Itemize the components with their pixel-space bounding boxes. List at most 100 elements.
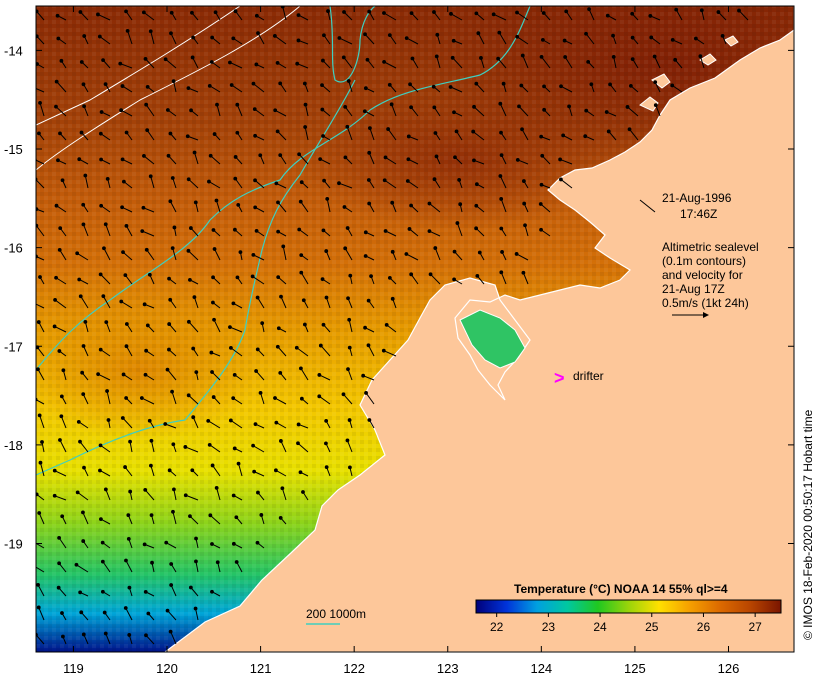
velocity-arrow-head [188,514,192,519]
velocity-arrow [387,128,397,141]
velocity-arrow-head [118,61,123,66]
velocity-arrow [655,104,661,117]
velocity-arrow-head [253,205,258,210]
velocity-arrow-head [302,81,307,86]
velocity-arrow-head [36,34,39,39]
velocity-arrow-head [361,373,366,378]
velocity-arrow [55,106,67,117]
velocity-arrow [497,58,507,69]
velocity-arrow [238,463,243,477]
velocity-arrow-head [474,203,479,208]
velocity-arrow-head [653,103,658,108]
velocity-arrow-head [97,34,102,39]
lon-tick-label: 119 [63,661,84,676]
velocity-arrow [252,445,265,453]
velocity-arrow-head [60,178,65,183]
velocity-arrow-head [515,158,520,162]
velocity-arrow-head [432,10,436,14]
velocity-arrow [410,274,419,285]
velocity-arrow-head [103,222,108,227]
velocity-arrow-head [171,79,176,84]
velocity-arrow-head [235,130,240,135]
velocity-arrow-head [74,562,79,567]
velocity-arrow-head [96,372,101,377]
velocity-arrow-head [366,343,371,348]
velocity-arrow-head [517,104,521,109]
velocity-arrow-head [434,54,439,59]
velocity-arrow-head [121,179,126,184]
velocity-arrow [36,179,45,189]
velocity-arrow [169,200,177,213]
velocity-arrow-head [193,606,198,611]
velocity-arrow-head [471,129,476,134]
velocity-arrow-head [259,513,264,517]
velocity-arrow [100,274,111,285]
velocity-arrow-head [101,58,105,63]
velocity-arrow [59,439,67,453]
velocity-arrow [193,297,199,309]
velocity-arrow-head [280,486,285,491]
velocity-arrow-head [367,201,372,206]
velocity-arrow-head [348,273,353,278]
velocity-arrow-head [207,179,211,184]
velocity-arrow-head [210,589,214,594]
velocity-arrow [346,126,353,141]
velocity-arrow-head [210,370,214,374]
velocity-arrow-head [369,274,373,279]
velocity-arrow-head [172,225,177,230]
velocity-arrow [339,37,353,45]
velocity-arrow-head [54,79,59,84]
velocity-arrow-head [165,608,170,613]
velocity-arrow-head [387,82,392,87]
velocity-arrow-head [210,35,215,40]
velocity-arrow [100,444,111,453]
velocity-arrow-head [406,134,411,139]
velocity-arrow-head [124,9,128,14]
longitude-axis: 119 120 121 122 123 124 125 126 [63,6,739,676]
velocity-arrow-head [170,176,175,180]
velocity-arrow-head [75,251,80,256]
velocity-arrow [386,324,397,333]
velocity-arrow-head [57,349,62,353]
velocity-arrow-head [387,33,392,38]
velocity-arrow-head [143,56,148,61]
velocity-arrow-head [58,131,62,136]
velocity-arrow-head [628,83,633,88]
velocity-arrow [142,230,155,237]
velocity-arrow-head [121,372,126,377]
velocity-arrow-head [366,178,371,182]
velocity-arrow [36,542,45,549]
velocity-arrow [518,106,529,117]
velocity-arrow-head [145,84,150,89]
velocity-arrow-head [583,134,588,139]
velocity-arrow-head [303,102,308,107]
velocity-arrow-head [435,32,440,37]
velocity-arrow-head [127,585,132,590]
velocity-arrow-head [499,270,504,275]
velocity-arrow-head [606,129,611,134]
velocity-arrow [450,86,463,93]
velocity-arrow-head [147,418,152,423]
velocity-arrow [452,57,463,69]
altimetry-line-2: (0.1m contours) [662,254,746,268]
velocity-arrow [144,489,155,501]
velocity-arrow [338,182,353,189]
velocity-arrow-head [55,13,60,18]
velocity-arrow-head [698,54,703,59]
velocity-arrow-head [670,83,675,88]
velocity-arrow [522,55,529,69]
velocity-arrow-head [103,631,108,636]
velocity-arrow-head [387,275,392,280]
velocity-arrow-head [105,177,110,181]
velocity-arrow-head [716,10,721,14]
velocity-arrow [150,440,155,453]
velocity-arrow [54,299,67,309]
velocity-arrow-head [233,9,238,14]
velocity-arrow-head [254,62,259,67]
velocity-arrow-head [275,344,280,349]
velocity-arrow-head [498,101,503,106]
lon-tick-label: 123 [437,661,459,676]
velocity-arrow-head [168,629,173,634]
velocity-arrow-head [449,11,453,16]
velocity-arrow-head [343,246,348,251]
